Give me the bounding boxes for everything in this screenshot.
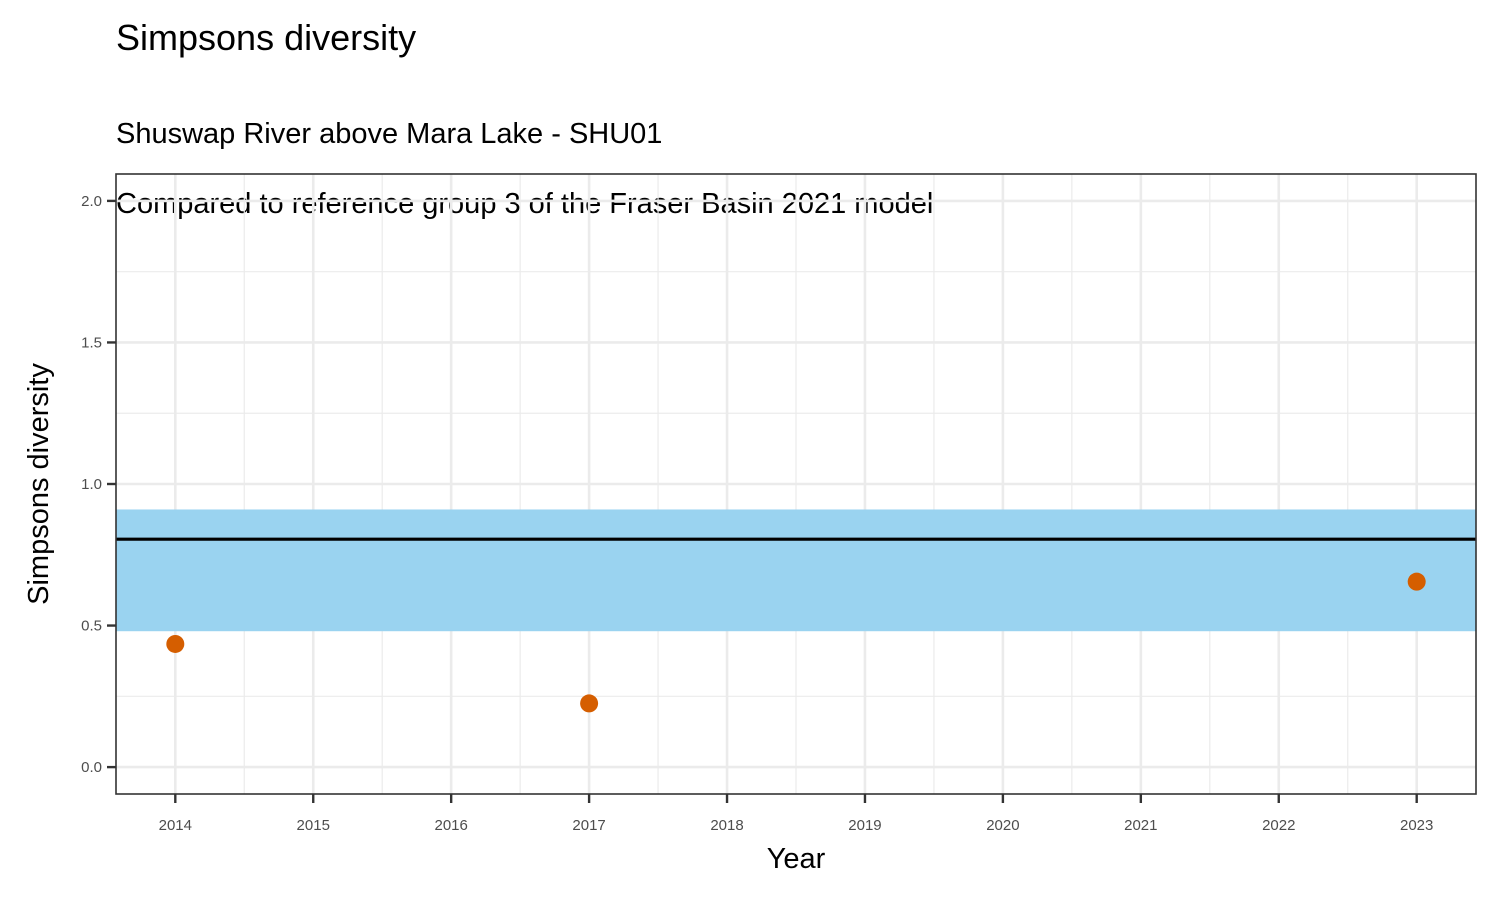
chart-subtitle: Shuswap River above Mara Lake - SHU01 Co… [116,82,933,257]
x-tick-label: 2017 [572,817,605,834]
x-tick-label: 2015 [297,817,330,834]
y-tick-label: 1.5 [81,334,102,351]
x-tick-label: 2014 [159,817,192,834]
reference-band [116,509,1476,632]
x-tick-label: 2019 [848,817,881,834]
chart-title: Simpsons diversity [116,17,417,58]
x-tick-label: 2023 [1400,817,1433,834]
x-tick-label: 2022 [1262,817,1295,834]
y-tick-label: 1.0 [81,476,102,493]
x-axis: 2014 2015 2016 2017 2018 2019 2020 2021 2022 2023 [159,794,1433,834]
y-tick-label: 0.0 [81,759,102,776]
x-axis-title: Year [767,843,826,875]
subtitle-line-2: Compared to reference group 3 of the Fra… [116,188,934,220]
y-axis-title: Simpsons diversity [23,363,55,605]
y-axis: 0.0 0.5 1.0 1.5 2.0 [81,193,116,776]
y-tick-label: 2.0 [81,193,102,210]
x-tick-label: 2020 [986,817,1019,834]
data-points [166,572,1426,713]
data-point [1407,572,1426,591]
subtitle-line-1: Shuswap River above Mara Lake - SHU01 [116,118,663,150]
data-point [166,634,185,653]
x-tick-label: 2016 [434,817,467,834]
data-point [580,694,599,713]
y-tick-label: 0.5 [81,618,102,635]
x-tick-label: 2018 [710,817,743,834]
x-tick-label: 2021 [1124,817,1157,834]
